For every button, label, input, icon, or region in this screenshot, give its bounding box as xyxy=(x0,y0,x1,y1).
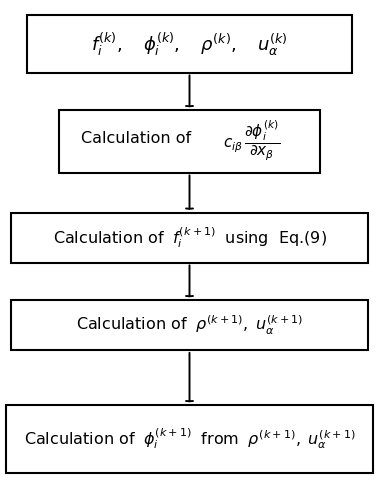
Text: Calculation of: Calculation of xyxy=(81,131,191,146)
FancyBboxPatch shape xyxy=(6,405,373,472)
Text: $c_{i\beta}\,\dfrac{\partial\phi_i^{(k)}}{\partial x_\beta}$: $c_{i\beta}\,\dfrac{\partial\phi_i^{(k)}… xyxy=(224,119,280,164)
Text: $f_i^{(k)},\quad \phi_i^{(k)},\quad \rho^{(k)},\quad u_\alpha^{(k)}$: $f_i^{(k)},\quad \phi_i^{(k)},\quad \rho… xyxy=(91,30,288,58)
Text: Calculation of $\;\phi_i^{(k+1)}\;$ from $\;\rho^{(k+1)},\; u_\alpha^{(k+1)}$: Calculation of $\;\phi_i^{(k+1)}\;$ from… xyxy=(23,426,356,451)
FancyBboxPatch shape xyxy=(11,300,368,350)
Text: Calculation of $\;\rho^{(k+1)},\; u_\alpha^{(k+1)}$: Calculation of $\;\rho^{(k+1)},\; u_\alp… xyxy=(76,314,303,336)
Text: Calculation of $\;f_i^{(k+1)}\;$ using  Eq.(9): Calculation of $\;f_i^{(k+1)}\;$ using E… xyxy=(53,225,326,250)
FancyBboxPatch shape xyxy=(11,212,368,262)
FancyBboxPatch shape xyxy=(27,15,352,72)
FancyBboxPatch shape xyxy=(59,110,320,172)
